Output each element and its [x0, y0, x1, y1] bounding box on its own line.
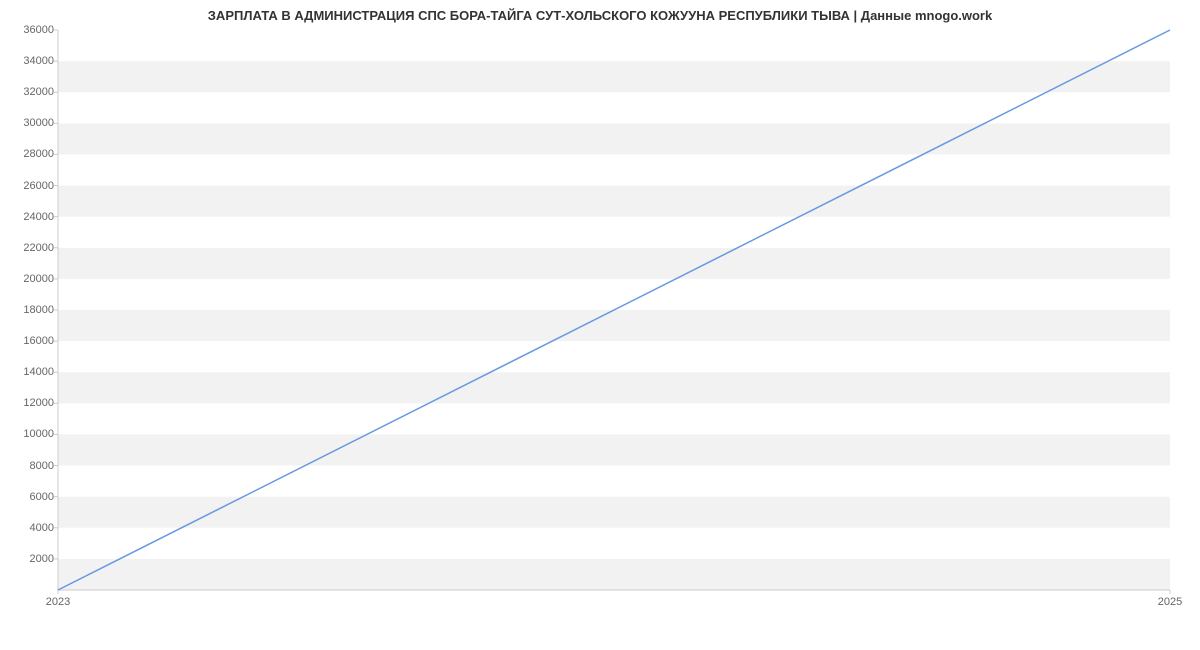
y-tick-label: 24000 [23, 211, 54, 223]
x-tick-label: 2025 [1158, 596, 1182, 608]
chart-title: ЗАРПЛАТА В АДМИНИСТРАЦИЯ СПС БОРА-ТАЙГА … [0, 8, 1200, 23]
y-tick-label: 22000 [23, 242, 54, 254]
x-tick-label: 2023 [46, 596, 70, 608]
y-tick-label: 26000 [23, 180, 54, 192]
y-tick-label: 20000 [23, 273, 54, 285]
y-tick-label: 10000 [23, 428, 54, 440]
y-tick-label: 6000 [30, 491, 54, 503]
y-tick-label: 4000 [30, 522, 54, 534]
y-tick-label: 30000 [23, 117, 54, 129]
y-tick-label: 32000 [23, 86, 54, 98]
y-tick-label: 34000 [23, 55, 54, 67]
y-tick-label: 16000 [23, 335, 54, 347]
chart-container: ЗАРПЛАТА В АДМИНИСТРАЦИЯ СПС БОРА-ТАЙГА … [0, 0, 1200, 650]
y-tick-label: 36000 [23, 24, 54, 36]
y-tick-label: 18000 [23, 304, 54, 316]
y-tick-label: 8000 [30, 460, 54, 472]
y-tick-label: 28000 [23, 148, 54, 160]
y-tick-label: 2000 [30, 553, 54, 565]
chart-svg [58, 30, 1170, 590]
y-tick-label: 12000 [23, 397, 54, 409]
y-tick-label: 14000 [23, 366, 54, 378]
plot-area [58, 30, 1170, 590]
